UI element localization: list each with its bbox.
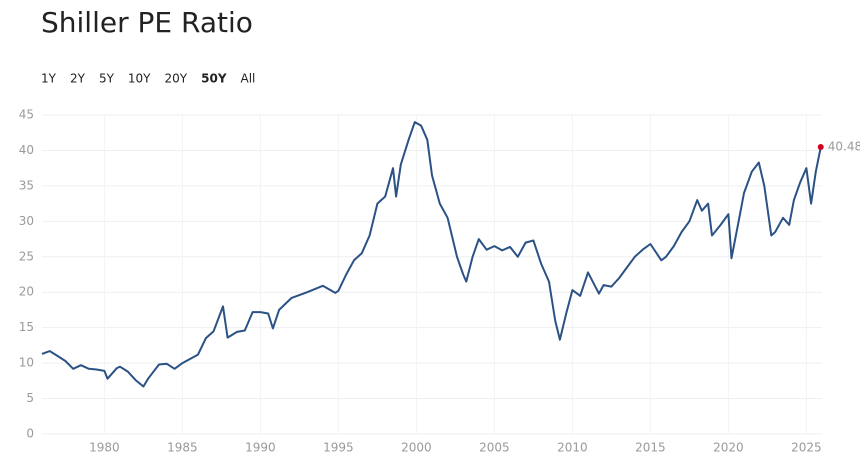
- y-tick-label: 0: [26, 427, 34, 441]
- y-tick-label: 25: [19, 249, 34, 263]
- x-tick-label: 2010: [557, 441, 588, 455]
- range-option[interactable]: 2Y: [70, 72, 86, 86]
- y-tick-label: 30: [19, 214, 34, 228]
- x-tick-label: 2005: [479, 441, 510, 455]
- x-tick-label: 2020: [713, 441, 744, 455]
- x-tick-label: 1985: [167, 441, 198, 455]
- last-point: [817, 144, 824, 151]
- x-tick-label: 2015: [635, 441, 666, 455]
- range-option[interactable]: 1Y: [41, 72, 57, 86]
- y-tick-label: 45: [19, 108, 34, 122]
- y-tick-label: 10: [19, 356, 34, 370]
- y-tick-label: 35: [19, 178, 34, 192]
- range-option[interactable]: 10Y: [128, 72, 151, 86]
- range-option[interactable]: 5Y: [99, 72, 115, 86]
- y-tick-label: 20: [19, 285, 34, 299]
- y-tick-label: 40: [19, 143, 34, 157]
- x-tick-label: 1980: [89, 441, 120, 455]
- x-tick-label: 2025: [791, 441, 822, 455]
- line: [41, 121, 822, 388]
- x-tick-label: 2000: [401, 441, 432, 455]
- y-tick-label: 5: [26, 391, 34, 405]
- last-value-label: 40.48: [828, 140, 860, 154]
- x-tick-label: 1990: [245, 441, 276, 455]
- range-option[interactable]: All: [241, 72, 256, 86]
- chart-title: Shiller PE Ratio: [41, 6, 253, 39]
- range-option[interactable]: 20Y: [165, 72, 188, 86]
- x-tick-label: 1995: [323, 441, 354, 455]
- y-tick-label: 15: [19, 320, 34, 334]
- range-option[interactable]: 50Y: [201, 72, 227, 86]
